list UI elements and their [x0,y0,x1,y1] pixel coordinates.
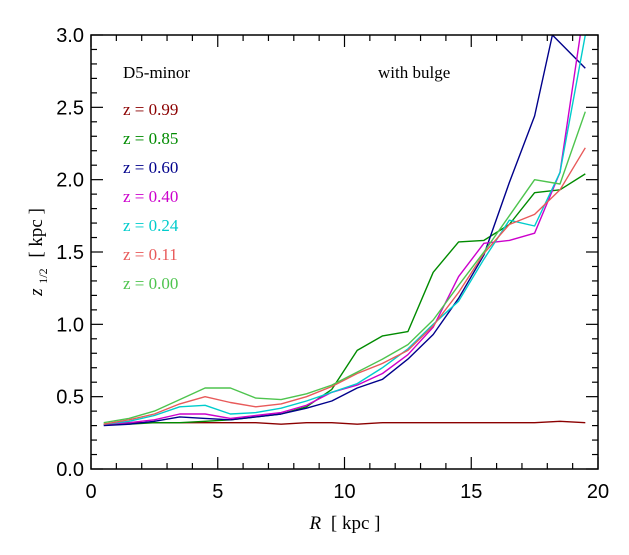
x-tick-label: 10 [333,481,355,503]
y-tick-label: 1.5 [56,242,84,264]
series-line-4 [103,35,586,425]
series-line-2 [103,35,586,427]
x-axis-title-var: R [309,513,322,534]
series-layer [103,35,586,427]
ticks [90,34,599,470]
y-tick-label: 1.0 [56,314,84,336]
y-tick-label: 3.0 [56,25,84,47]
legend-entry-6: z = 0.00 [123,274,178,293]
y-tick-label: 2.5 [56,97,84,119]
x-axis-title: R [ kpc ] [309,513,381,534]
series-line-5 [103,147,586,425]
legend-entry-0: z = 0.99 [123,100,178,119]
annotation-with-bulge: with bulge [378,63,450,82]
y-axis-title-var: z [26,288,47,297]
x-tick-label: 20 [587,481,609,503]
x-tick-label: 0 [85,481,96,503]
y-tick-label: 2.0 [56,170,84,192]
legend-entry-3: z = 0.40 [123,187,178,206]
y-tick-label: 0.0 [56,459,84,481]
series-line-3 [103,35,581,425]
y-axis-title: z 1/2 [ kpc ] [26,208,52,297]
legend-entry-1: z = 0.85 [123,129,178,148]
annotation-d5-minor: D5-minor [123,63,190,82]
y-axis-title-unit: [ kpc ] [26,208,47,258]
y-tick-label: 0.5 [56,387,84,409]
legend-entry-2: z = 0.60 [123,158,178,177]
x-tick-label: 5 [212,481,223,503]
legend-entry-5: z = 0.11 [123,245,178,264]
series-line-6 [103,111,586,424]
legend: z = 0.99 z = 0.85 z = 0.60 z = 0.40 z = 0.24… [123,100,179,293]
y-axis-title-sub: 1/2 [36,268,50,283]
legend-entry-4: z = 0.24 [123,216,179,235]
x-axis-title-unit: [ kpc ] [331,513,381,534]
x-tick-label: 15 [460,481,482,503]
tick-labels: 0 5 10 15 20 0.0 0.5 1.0 1.5 2.0 2.5 3.0 [56,25,609,503]
